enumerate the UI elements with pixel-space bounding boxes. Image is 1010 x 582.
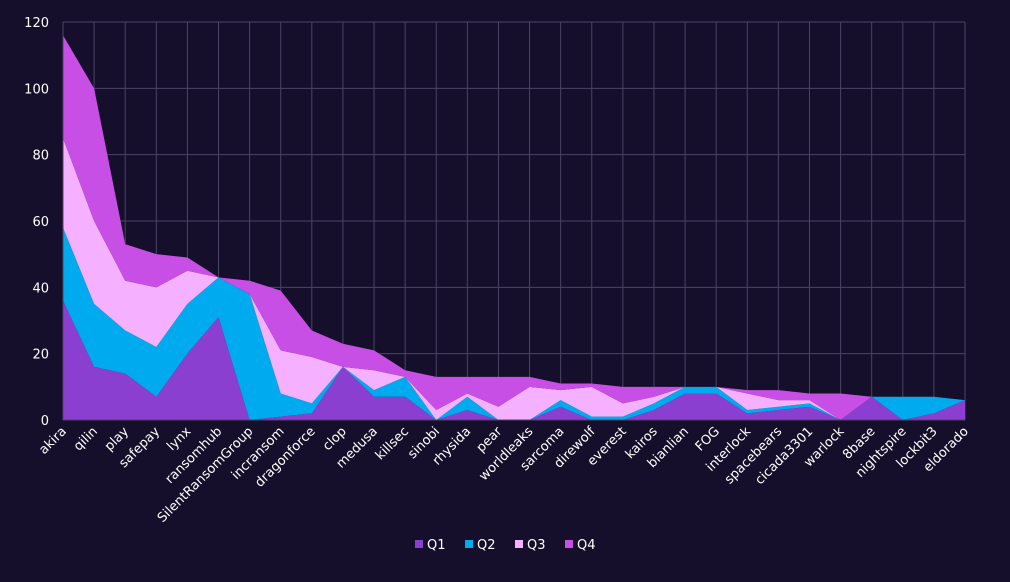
y-tick-label: 20 <box>32 348 49 363</box>
legend-label-q4: Q4 <box>577 538 596 553</box>
x-tick-label: killsec <box>373 424 412 463</box>
x-tick-label: akira <box>36 424 70 458</box>
legend-swatch-q4 <box>565 540 573 548</box>
y-tick-label: 80 <box>32 149 49 164</box>
legend-label-q3: Q3 <box>527 538 546 553</box>
legend-swatch-q3 <box>515 540 523 548</box>
area-series <box>63 35 965 421</box>
legend-label-q2: Q2 <box>477 538 496 553</box>
x-tick-label: qilin <box>71 424 101 454</box>
y-tick-label: 100 <box>24 82 49 97</box>
legend-label-q1: Q1 <box>427 538 446 553</box>
y-tick-label: 120 <box>24 16 49 31</box>
area-series-q4 <box>63 35 965 421</box>
legend: Q1 Q2 Q3 Q4 <box>415 538 596 553</box>
y-tick-label: 60 <box>32 215 49 230</box>
legend-swatch-q2 <box>465 540 473 548</box>
y-tick-label: 0 <box>41 414 49 429</box>
area-series-q1 <box>63 300 965 420</box>
area-series-q2 <box>63 227 965 420</box>
y-tick-label: 40 <box>32 281 49 296</box>
legend-swatch-q1 <box>415 540 423 548</box>
